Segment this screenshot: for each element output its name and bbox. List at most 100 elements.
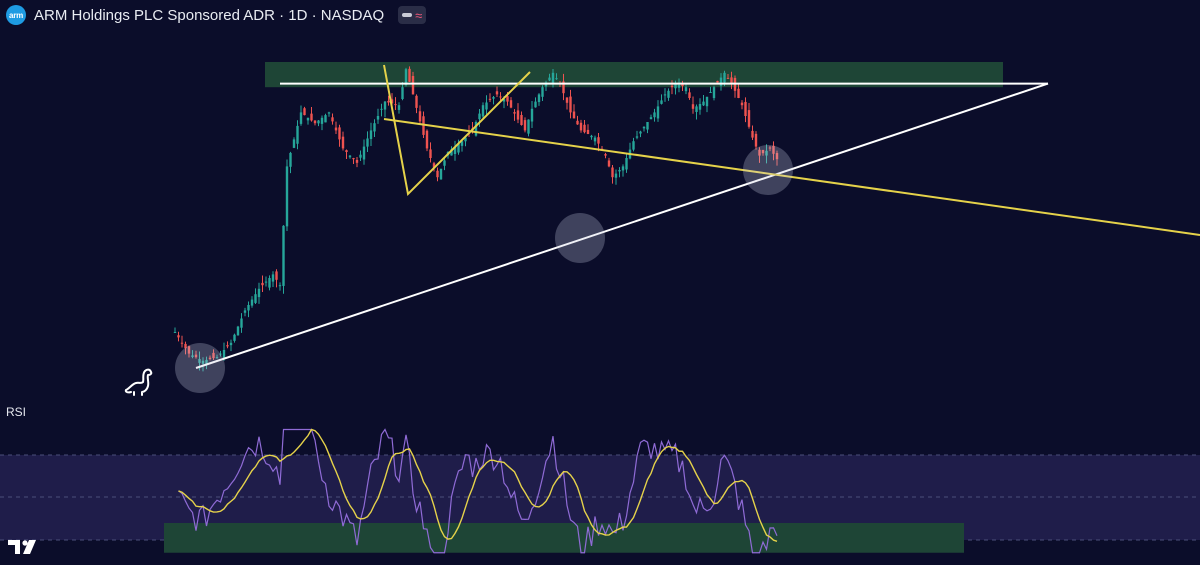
candle-body xyxy=(765,150,768,156)
candle-body xyxy=(282,225,285,286)
candle-body xyxy=(709,92,712,93)
candle-body xyxy=(348,155,352,158)
candle-body xyxy=(768,147,772,149)
candle xyxy=(313,120,317,126)
candle-body xyxy=(247,305,250,311)
highlight-circle xyxy=(743,145,793,195)
candle xyxy=(299,105,303,126)
candle-body xyxy=(548,77,551,81)
candle-body xyxy=(320,117,324,124)
candle-body xyxy=(198,359,201,363)
arm-logo[interactable]: arm xyxy=(6,5,26,25)
candle-body xyxy=(586,129,590,134)
candle xyxy=(362,139,366,165)
candle-body xyxy=(327,112,331,114)
highlight-circle xyxy=(555,213,605,263)
candle-body xyxy=(569,96,572,113)
candle xyxy=(443,156,446,171)
candle xyxy=(653,108,656,122)
candle xyxy=(439,168,443,180)
candle xyxy=(436,167,439,182)
candle-body xyxy=(180,342,184,344)
candle-body xyxy=(740,102,744,106)
candle xyxy=(229,339,233,352)
candle xyxy=(187,345,191,358)
candle xyxy=(737,83,740,99)
candle xyxy=(765,144,768,164)
minus-icon[interactable] xyxy=(402,13,413,17)
candle-body xyxy=(229,342,233,346)
candle xyxy=(579,119,583,133)
candle-body xyxy=(264,281,268,283)
candle xyxy=(646,121,649,134)
candle-body xyxy=(618,170,621,172)
candle-body xyxy=(572,111,576,119)
candle xyxy=(705,96,709,113)
dinosaur-icon xyxy=(124,368,153,396)
candle xyxy=(348,155,352,159)
candle xyxy=(208,355,212,361)
candle-body xyxy=(460,141,464,146)
candle-body xyxy=(289,152,292,167)
candle xyxy=(639,130,642,138)
candle-body xyxy=(551,72,555,84)
candle-body xyxy=(271,274,275,282)
candle-body xyxy=(670,85,674,88)
descending-trend-line xyxy=(383,118,1200,236)
candle xyxy=(338,124,341,147)
tradingview-logo-icon[interactable] xyxy=(6,538,42,556)
symbol-title[interactable]: ARM Holdings PLC Sponsored ADR · 1D · NA… xyxy=(34,6,385,24)
candle-body xyxy=(394,104,397,106)
candle xyxy=(733,75,737,98)
candle-body xyxy=(516,110,520,120)
candle-body xyxy=(254,294,257,303)
candle-body xyxy=(236,326,240,336)
candle-body xyxy=(380,108,383,110)
candle-body xyxy=(205,359,208,365)
candle xyxy=(278,282,282,291)
candle-body xyxy=(443,160,446,166)
candle-body xyxy=(646,122,649,130)
candle xyxy=(744,97,747,123)
candle xyxy=(541,85,544,101)
indicator-toggle[interactable]: ≈ xyxy=(398,6,427,24)
candle-body xyxy=(317,120,320,124)
candle-body xyxy=(562,81,565,94)
candle xyxy=(219,350,222,357)
candle-body xyxy=(719,77,723,86)
candle-body xyxy=(684,87,688,92)
candle-body xyxy=(579,122,583,131)
candle xyxy=(261,275,264,293)
candle-body xyxy=(334,127,338,131)
candle-body xyxy=(688,92,691,98)
chart-header: arm ARM Holdings PLC Sponsored ADR · 1D … xyxy=(6,4,427,26)
candle-body xyxy=(464,137,467,142)
candle-body xyxy=(502,99,506,102)
candle xyxy=(292,137,296,149)
candle-body xyxy=(453,146,457,154)
candle xyxy=(334,121,338,134)
candle xyxy=(247,301,250,318)
candle-body xyxy=(590,135,593,138)
candle-body xyxy=(527,119,530,134)
candle xyxy=(387,95,390,106)
candle-body xyxy=(429,149,432,158)
candle-body xyxy=(761,149,765,154)
candle-body xyxy=(653,112,656,118)
candle xyxy=(621,164,625,177)
ascending-support-line xyxy=(195,82,1049,369)
candle xyxy=(243,307,247,317)
drawings-layer[interactable] xyxy=(175,64,1200,393)
candle xyxy=(513,109,516,121)
candle-body xyxy=(604,154,607,156)
candle-body xyxy=(331,117,334,122)
candle xyxy=(177,331,180,342)
candle-body xyxy=(369,130,373,140)
candle xyxy=(397,102,401,114)
candle-body xyxy=(359,154,362,158)
candle-body xyxy=(611,167,614,178)
wave-icon[interactable]: ≈ xyxy=(415,7,423,23)
candle xyxy=(590,134,593,140)
candle-body xyxy=(201,360,205,364)
